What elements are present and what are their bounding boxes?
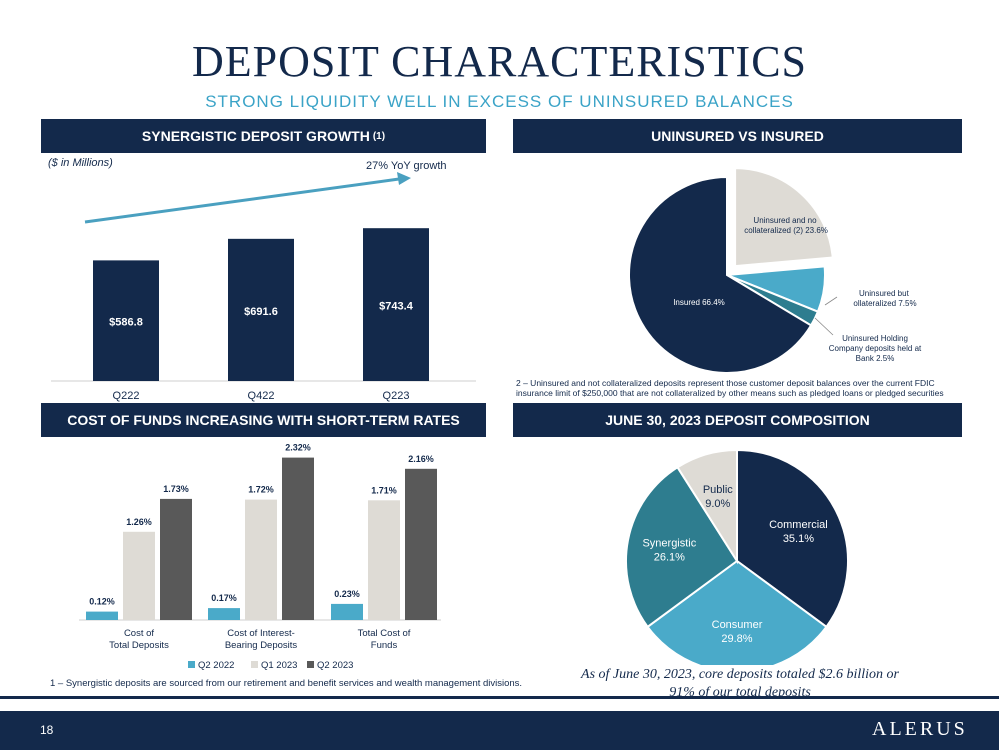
uninsured-footnote: 2 – Uninsured and not collateralized dep… — [516, 378, 944, 398]
composition-panel-header: JUNE 30, 2023 DEPOSIT COMPOSITION — [513, 403, 962, 437]
growth-bar-label: $691.6 — [244, 306, 278, 318]
cost-bar — [208, 608, 240, 620]
uninsured-slice-label: Uninsured Holding Company deposits held a… — [829, 334, 922, 363]
uninsured-pie-chart: Uninsured and no collateralized (2) 23.6… — [628, 167, 922, 374]
cost-bar — [405, 468, 437, 620]
cost-legend-label: Q2 2023 — [317, 660, 353, 671]
cost-bar-label: 0.17% — [211, 593, 237, 603]
cost-bar — [368, 500, 400, 620]
growth-panel-header: SYNERGISTIC DEPOSIT GROWTH (1) — [41, 119, 486, 153]
growth-panel-footnote-ref: (1) — [372, 130, 386, 142]
uninsured-pie-slice — [628, 175, 813, 374]
growth-x-label: Q222 — [113, 390, 140, 402]
cost-x-label: Total Cost of — [358, 628, 411, 639]
composition-slice-name: Consumer — [712, 619, 763, 631]
cost-bar — [86, 611, 118, 620]
cost-bar-label: 1.26% — [126, 517, 152, 527]
growth-bar — [363, 228, 429, 381]
composition-panel-title: JUNE 30, 2023 DEPOSIT COMPOSITION — [605, 412, 870, 428]
cost-panel-title: COST OF FUNDS INCREASING WITH SHORT-TERM… — [67, 412, 460, 428]
uninsured-panel-title: UNINSURED VS INSURED — [651, 128, 824, 144]
page-title: DEPOSIT CHARACTERISTICS — [191, 37, 808, 86]
cost-legend-label: Q2 2022 — [198, 660, 234, 671]
cost-bar-label: 2.32% — [285, 443, 311, 453]
growth-arrow — [84, 177, 400, 224]
uninsured-slice-label: Uninsured but ollateralized 7.5% — [853, 289, 916, 308]
cost-legend-swatch — [188, 661, 195, 668]
cost-bar-label: 0.12% — [89, 597, 115, 607]
composition-slice-name: Synergistic — [642, 537, 696, 549]
composition-pie-chart: Commercial 35.1% Consumer 29.8% Synergistic 2… — [625, 448, 849, 665]
composition-pie-slice — [676, 448, 738, 565]
page-subtitle: STRONG LIQUIDITY WELL IN EXCESS OF UNINS… — [205, 92, 794, 111]
uninsured-leader-line — [824, 296, 838, 306]
page-number: 18 — [40, 723, 54, 737]
cost-bar-label: 0.23% — [334, 589, 360, 599]
cost-x-label: Total Deposits — [109, 640, 169, 651]
cost-bar — [245, 499, 277, 620]
composition-slice-value: 9.0% — [705, 498, 730, 510]
cost-legend-swatch — [307, 661, 314, 668]
cost-legend-label: Q1 2023 — [261, 660, 297, 671]
composition-slice-name: Public — [703, 484, 733, 496]
cost-bar — [160, 498, 192, 620]
cost-x-label: Cost of — [124, 628, 154, 639]
growth-annotation: 27% YoY growth — [366, 160, 447, 172]
growth-bar-label: $586.8 — [109, 317, 143, 329]
footer-bar — [0, 711, 999, 750]
uninsured-panel-header: UNINSURED VS INSURED — [513, 119, 962, 153]
units-label: ($ in Millions) — [48, 157, 113, 169]
alerus-logo: ALERUS — [872, 718, 968, 740]
cost-x-label: Cost of Interest- — [227, 628, 295, 639]
cost-x-label: Funds — [371, 640, 398, 651]
cost-panel-header: COST OF FUNDS INCREASING WITH SHORT-TERM… — [41, 403, 486, 437]
cost-bar — [282, 457, 314, 620]
growth-x-label: Q223 — [383, 390, 410, 402]
growth-panel-title: SYNERGISTIC DEPOSIT GROWTH — [141, 128, 370, 144]
uninsured-pie-slice — [734, 167, 834, 268]
uninsured-leader-line — [814, 317, 834, 336]
composition-slice-value: 35.1% — [783, 533, 814, 545]
composition-slice-value: 29.8% — [721, 633, 752, 645]
cost-bar-label: 2.16% — [408, 454, 434, 464]
composition-slice-value: 26.1% — [654, 551, 685, 563]
composition-pie-slice — [736, 448, 849, 629]
composition-pie-slice — [625, 465, 739, 629]
composition-pie-slice — [646, 559, 828, 665]
growth-arrow-head — [397, 172, 411, 185]
composition-slice-name: Commercial — [769, 519, 828, 531]
cost-bar — [123, 531, 155, 620]
growth-bar-label: $743.4 — [379, 301, 414, 313]
uninsured-slice-label: Insured 66.4% — [673, 298, 725, 307]
cost-x-label: Bearing Deposits — [225, 640, 298, 651]
growth-bar — [228, 238, 294, 381]
cost-bar-label: 1.73% — [163, 484, 189, 494]
synergistic-footnote: 1 – Synergistic deposits are sourced fro… — [50, 678, 523, 689]
cost-bar — [331, 603, 363, 620]
footer-rule — [0, 696, 999, 699]
cost-bar-label: 1.72% — [248, 485, 274, 495]
growth-chart: $586.8 Q222 $691.6 Q422 $743.4 Q223 — [51, 172, 476, 402]
uninsured-slice-label: Uninsured and no collateralized (2) 23.6… — [742, 216, 828, 235]
growth-x-label: Q422 — [248, 390, 275, 402]
cost-of-funds-chart: 0.12% 0.17% 0.23% 1.26% 1.72% 1.71% 1.73% 2.32%… — [79, 443, 441, 671]
growth-bar — [93, 260, 159, 381]
cost-legend-swatch — [251, 661, 258, 668]
cost-bar-label: 1.71% — [371, 485, 397, 495]
